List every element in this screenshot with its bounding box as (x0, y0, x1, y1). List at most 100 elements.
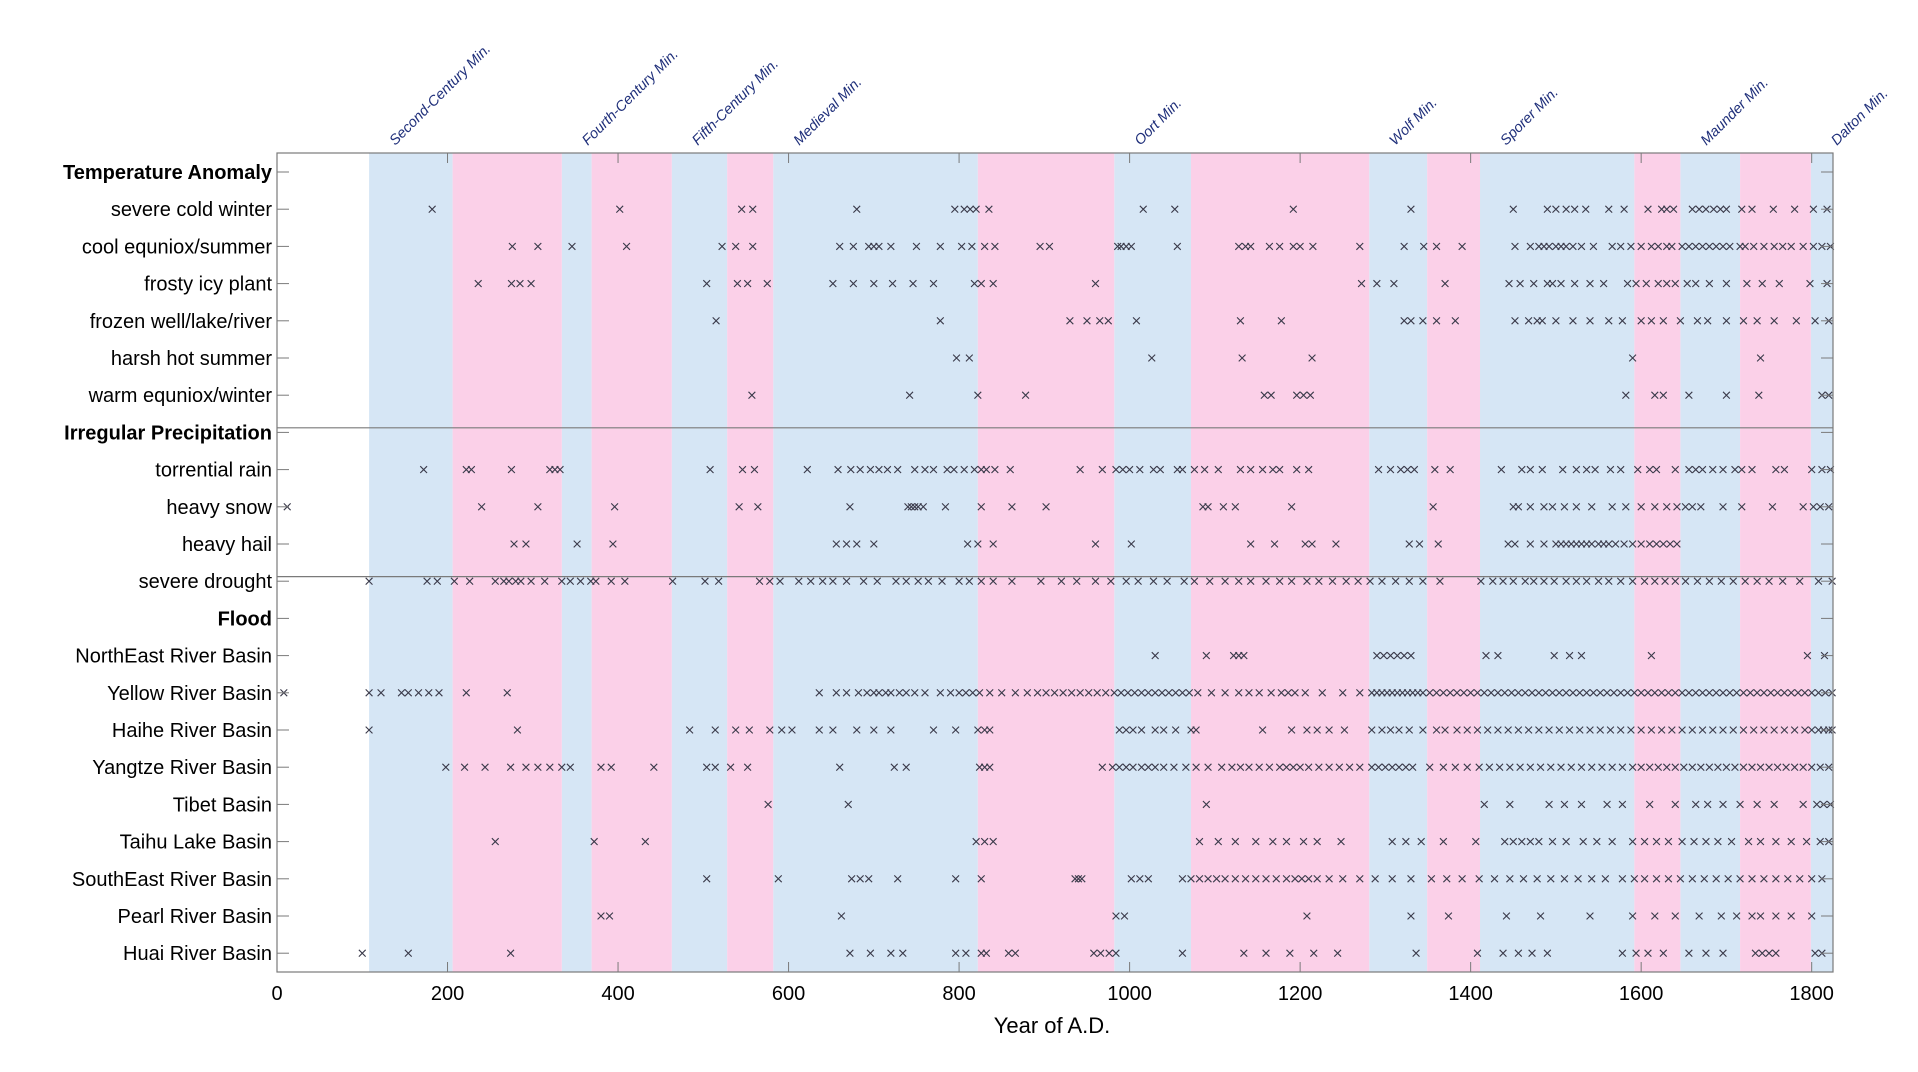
event-marker (1427, 875, 1436, 883)
event-marker (1371, 875, 1379, 883)
event-marker (1441, 726, 1449, 734)
event-marker (852, 540, 861, 548)
event-marker (1662, 205, 1671, 213)
event-marker (1453, 689, 1461, 697)
event-marker (1640, 837, 1649, 846)
event-marker (1596, 689, 1605, 697)
minimum-label: Maunder Min. (1698, 75, 1772, 149)
event-marker (991, 242, 999, 251)
event-marker (1647, 651, 1656, 660)
event-marker (1395, 763, 1403, 771)
event-marker (1306, 391, 1315, 399)
event-marker (1780, 689, 1789, 697)
event-marker (1275, 465, 1284, 474)
event-marker (1705, 763, 1714, 771)
event-marker (1185, 689, 1194, 697)
event-marker (919, 503, 928, 511)
event-marker (1708, 465, 1717, 474)
event-marker (507, 279, 516, 288)
event-marker (842, 540, 851, 548)
event-marker (1395, 726, 1403, 734)
event-marker (1719, 503, 1727, 511)
event-marker (1784, 875, 1792, 883)
event-marker (1214, 465, 1223, 474)
event-marker (462, 689, 471, 697)
event-marker (735, 503, 743, 511)
event-marker (517, 577, 525, 585)
event-marker (777, 726, 786, 734)
event-marker (1652, 875, 1661, 883)
event-marker (1402, 763, 1410, 771)
event-marker (1616, 465, 1625, 474)
event-marker (1651, 689, 1659, 697)
event-marker (1180, 577, 1188, 585)
event-marker (1289, 763, 1298, 771)
event-marker (1407, 875, 1415, 883)
event-marker (610, 503, 619, 511)
event-marker (712, 317, 720, 325)
event-marker (1127, 875, 1136, 883)
event-marker (1132, 317, 1141, 325)
event-marker (377, 689, 385, 697)
event-marker (1623, 689, 1632, 697)
event-marker (1262, 875, 1270, 883)
event-marker (1604, 577, 1613, 585)
event-marker (1067, 689, 1076, 697)
event-marker (895, 689, 904, 697)
event-marker (902, 689, 911, 697)
event-marker (404, 949, 413, 957)
event-marker (1671, 912, 1680, 920)
event-marker (566, 577, 575, 585)
event-marker (1802, 837, 1811, 846)
event-marker (1698, 726, 1707, 734)
event-marker (1269, 837, 1277, 846)
event-marker (1490, 875, 1499, 883)
minimum-band (1114, 153, 1191, 972)
event-marker (1548, 503, 1557, 511)
event-marker (1509, 837, 1518, 846)
event-marker (1814, 577, 1823, 585)
event-marker (1543, 205, 1552, 213)
event-marker (1787, 837, 1796, 846)
event-marker (1526, 540, 1535, 548)
event-marker (1664, 875, 1673, 883)
event-marker (1719, 726, 1727, 734)
event-marker (1599, 279, 1608, 288)
event-marker (1473, 949, 1482, 957)
minimum-band (1480, 153, 1635, 972)
event-marker (1664, 837, 1673, 846)
event-marker (1178, 949, 1187, 957)
event-marker (1659, 949, 1668, 957)
event-marker (1799, 242, 1807, 251)
event-marker (1644, 205, 1652, 213)
row-label: cool equniox/summer (82, 236, 272, 258)
event-marker (1505, 279, 1513, 288)
event-marker (962, 949, 970, 957)
event-marker (641, 837, 650, 846)
event-marker (952, 354, 961, 362)
event-marker (844, 800, 853, 809)
event-marker (1299, 837, 1308, 846)
event-marker (1618, 949, 1627, 957)
event-marker (1325, 726, 1333, 734)
event-marker (936, 689, 945, 697)
event-marker (1691, 279, 1700, 288)
event-marker (1691, 242, 1700, 251)
event-marker (1473, 726, 1482, 734)
event-marker (842, 689, 851, 697)
event-marker (1770, 242, 1778, 251)
event-marker (1315, 577, 1323, 585)
event-marker (1356, 763, 1364, 771)
event-marker (1577, 651, 1586, 660)
x-axis-label: Year of A.D. (994, 1013, 1111, 1038)
event-marker (1373, 651, 1381, 660)
event-marker (1262, 949, 1270, 957)
event-marker (481, 763, 489, 771)
event-marker (1693, 577, 1702, 585)
row-label: harsh hot summer (111, 348, 273, 370)
event-marker (929, 726, 938, 734)
event-marker (856, 875, 864, 883)
category-header: Temperature Anomaly (63, 162, 273, 184)
event-marker (1695, 205, 1703, 213)
event-marker (1714, 763, 1722, 771)
